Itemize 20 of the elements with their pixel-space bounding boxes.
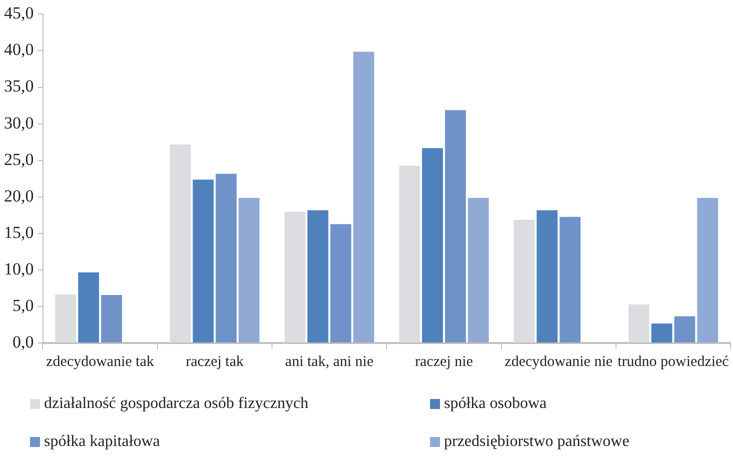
- x-tick-label: raczej nie: [415, 354, 474, 370]
- legend-label: działalność gospodarcza osób fizycznych: [44, 395, 308, 413]
- y-tick-label: 5,0: [12, 296, 34, 315]
- y-tick-label: 10,0: [4, 259, 34, 278]
- y-tick-label: 45,0: [4, 4, 34, 23]
- y-tick-label: 20,0: [4, 186, 34, 206]
- y-tick-label: 30,0: [4, 113, 34, 132]
- legend-label: przedsiębiorstwo państwowe: [444, 433, 630, 451]
- y-tick-label: 40,0: [4, 40, 34, 60]
- y-tick-label: 15,0: [4, 222, 34, 242]
- legend-label: spółka osobowa: [444, 395, 547, 413]
- x-tick-label: zdecydowanie nie: [504, 354, 613, 370]
- y-tick-label: 25,0: [4, 150, 34, 169]
- x-tick-label: raczej tak: [186, 354, 244, 370]
- x-tick-label: trudno powiedzieć: [618, 354, 730, 370]
- x-tick-label: ani tak, ani nie: [285, 354, 374, 370]
- x-tick-label: zdecydowanie tak: [46, 354, 154, 370]
- legend-label: spółka kapitałowa: [44, 433, 160, 451]
- y-tick-label: 35,0: [4, 76, 34, 96]
- y-tick-label: 0,0: [12, 332, 34, 352]
